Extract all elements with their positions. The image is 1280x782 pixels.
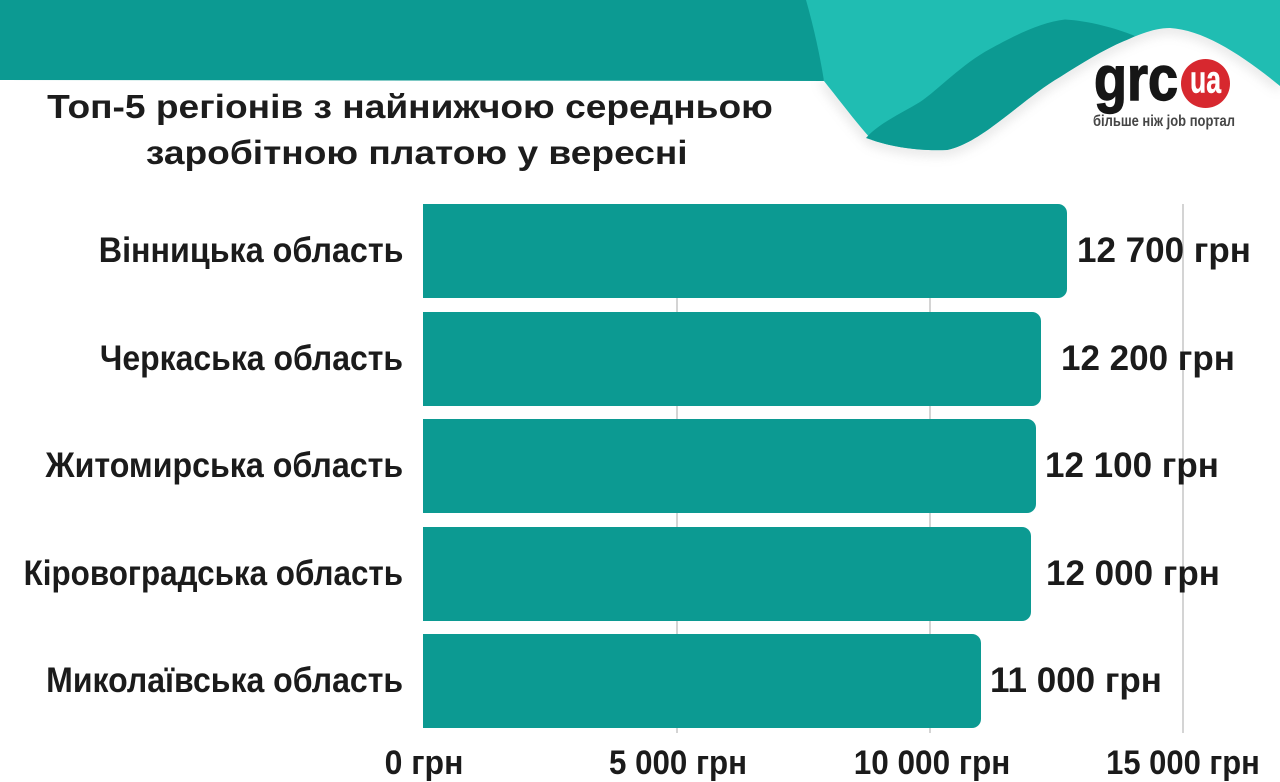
svg-text:ua: ua (1190, 60, 1222, 102)
svg-text:grc: grc (1094, 44, 1178, 114)
svg-text:більше ніж job портал: більше ніж job портал (1093, 113, 1235, 130)
